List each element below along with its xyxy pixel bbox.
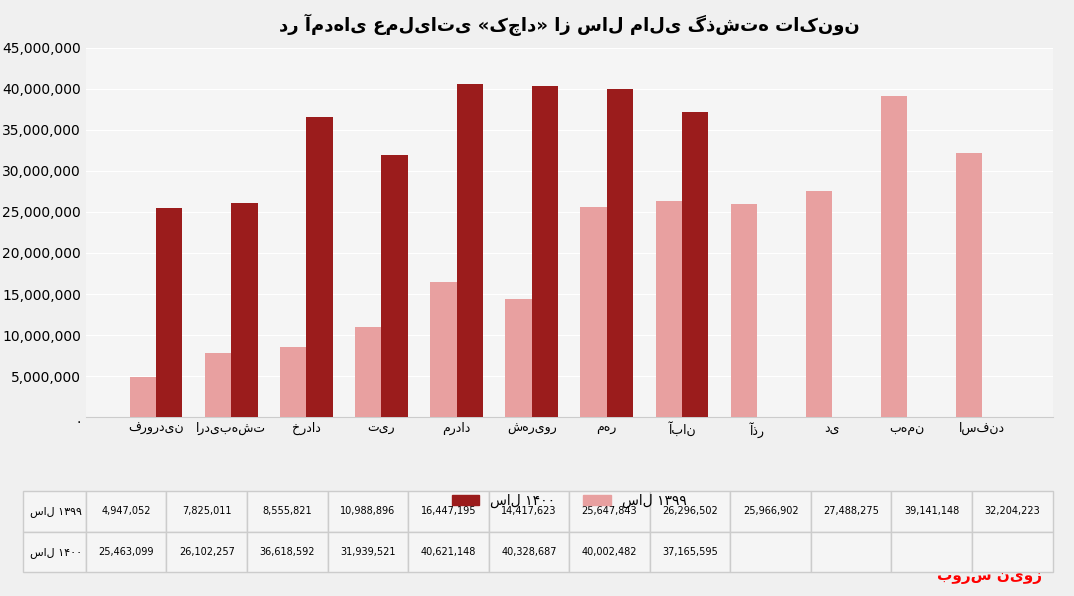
Bar [956,153,983,417]
Title: در آمدهای عملیاتی «کچاد» از سال مالی گذشته تاکنون: در آمدهای عملیاتی «کچاد» از سال مالی گذش… [279,14,859,36]
Bar [355,327,381,417]
Legend: سال ۱۴۰۰, سال ۱۳۹۹: سال ۱۴۰۰, سال ۱۳۹۹ [446,488,693,514]
Bar [306,116,333,417]
Bar [130,377,156,417]
Bar [456,83,483,417]
Bar [655,201,682,417]
Bar [231,203,258,417]
Bar [506,299,532,417]
Bar [806,191,832,417]
Bar [431,282,456,417]
Bar [381,155,408,417]
Bar [730,204,757,417]
Text: بورس نیوز: بورس نیوز [937,569,1042,584]
Bar [532,86,558,417]
Bar [881,96,908,417]
Bar [205,353,231,417]
Bar [156,208,183,417]
Bar [682,112,708,417]
Bar [607,89,633,417]
Bar [280,347,306,417]
Bar [580,207,607,417]
